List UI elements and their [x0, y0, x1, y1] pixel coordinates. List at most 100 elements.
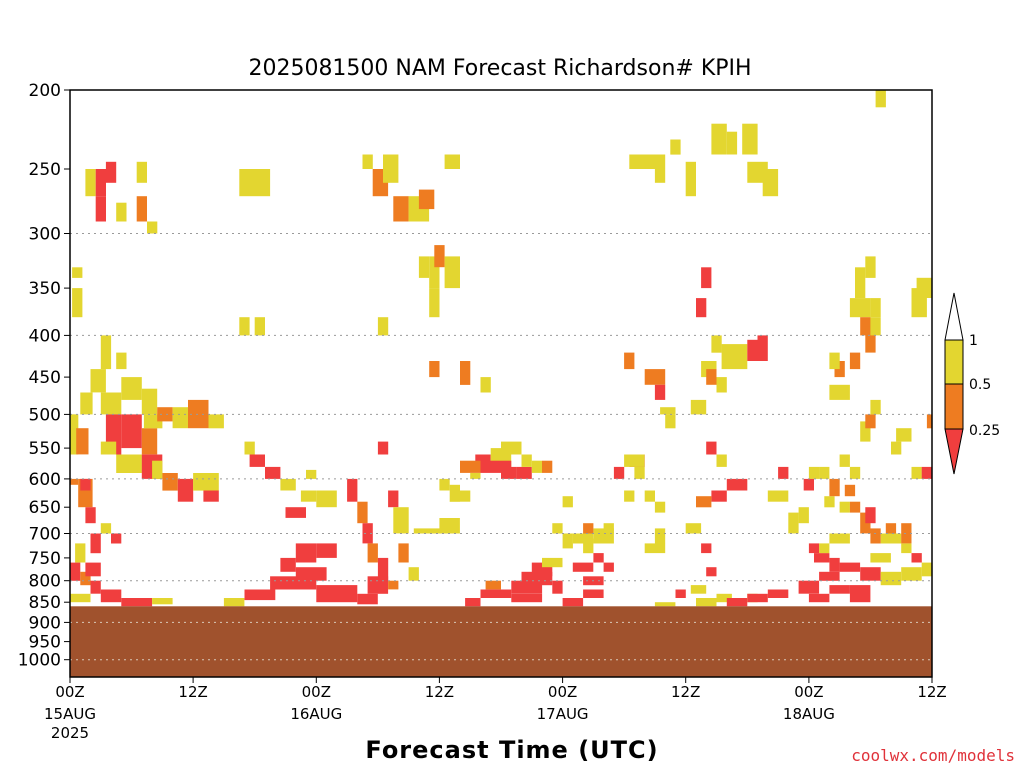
ri-cell: [819, 543, 830, 554]
ri-cell: [418, 256, 430, 278]
ri-cell: [562, 598, 584, 607]
ri-cell: [70, 593, 91, 603]
ri-cell: [357, 501, 368, 524]
ri-cell: [701, 543, 712, 554]
ri-cell: [95, 196, 106, 222]
ri-cell: [300, 490, 317, 502]
colorbar-legend: 1 0.5 0.25: [944, 292, 1000, 475]
ri-cell: [747, 339, 758, 361]
ri-cell: [316, 585, 358, 603]
ri-cell: [121, 377, 142, 400]
colorbar-bin-orange: [944, 383, 964, 430]
y-tick-label: 600: [29, 470, 61, 490]
ri-cell: [798, 580, 820, 594]
ri-cell: [152, 460, 163, 479]
ri-cell: [460, 460, 481, 473]
ri-cell: [362, 154, 373, 169]
ri-cell: [418, 189, 435, 210]
ri-cell: [829, 352, 840, 370]
ri-cell: [383, 154, 399, 183]
ri-cell: [295, 543, 317, 563]
ri-cell: [849, 352, 861, 370]
ri-cell: [480, 377, 491, 393]
ri-cell: [388, 580, 399, 590]
richardson-cells: [70, 90, 932, 607]
ri-cell: [316, 490, 337, 508]
ri-cell: [162, 473, 178, 491]
ri-cell: [603, 523, 614, 534]
ri-cell: [829, 585, 850, 594]
ri-cell: [444, 256, 460, 289]
ri-cell: [552, 523, 563, 534]
y-tick-label: 900: [29, 613, 61, 633]
ri-cell: [193, 473, 219, 491]
ri-cell: [249, 454, 265, 467]
ri-cell: [152, 598, 173, 605]
colorbar-top-arrow: [944, 292, 964, 341]
ri-cell: [377, 557, 389, 581]
x-tick-label: 00Z: [55, 683, 84, 701]
ri-cell: [90, 533, 101, 554]
ri-cell: [844, 484, 856, 497]
ri-cell: [75, 543, 86, 563]
ri-cell: [295, 567, 327, 581]
ri-cell: [439, 518, 460, 534]
ri-cell: [696, 298, 707, 318]
ri-cell: [849, 298, 871, 318]
ri-cell: [803, 478, 814, 491]
ri-cell: [767, 490, 789, 502]
ri-cell: [121, 414, 142, 449]
ri-cell: [654, 501, 666, 513]
ri-cell: [593, 553, 604, 563]
ri-cell: [849, 466, 861, 479]
ri-cell: [100, 392, 122, 415]
ri-cell: [665, 414, 676, 429]
ri-cell: [280, 557, 296, 572]
x-tick-label: 12Z: [671, 683, 700, 701]
chart-title: 2025081500 NAM Forecast Richardson# KPIH: [248, 56, 751, 81]
ri-cell: [824, 496, 835, 508]
ri-cell: [531, 460, 543, 473]
source-credit: coolwx.com/models: [851, 746, 1015, 765]
ri-cell: [141, 388, 158, 415]
ri-cell: [306, 469, 317, 479]
ri-cell: [429, 288, 440, 318]
ri-cell: [136, 196, 147, 222]
y-tick-label: 1000: [18, 651, 61, 671]
ri-cell: [860, 567, 881, 581]
ri-cell: [716, 377, 727, 393]
ri-cell: [239, 317, 250, 336]
ri-cell: [367, 576, 389, 594]
ri-cell: [778, 466, 789, 479]
ri-cell: [829, 533, 850, 544]
ri-cell: [393, 196, 409, 222]
ri-cell: [839, 562, 861, 572]
ri-cell: [721, 344, 748, 370]
y-tick-label: 400: [29, 326, 61, 346]
ri-cell: [521, 454, 532, 467]
ri-cell: [711, 123, 727, 155]
x-tick-label: 12Z: [425, 683, 454, 701]
ri-cell: [875, 90, 886, 108]
ri-cell: [808, 543, 820, 554]
ri-cell: [634, 466, 645, 479]
ri-cell: [685, 523, 702, 534]
ri-cell: [172, 407, 188, 429]
x-tick-year: 2025: [51, 724, 89, 742]
x-tick-label: 00Z: [548, 683, 577, 701]
ri-cell: [870, 298, 881, 318]
ri-cell: [644, 369, 666, 385]
colorbar-tick-0-5: 0.5: [969, 377, 991, 393]
ri-cell: [72, 288, 83, 318]
ri-cell: [177, 478, 194, 502]
ri-cell: [839, 454, 850, 467]
ri-cell: [95, 169, 106, 197]
ri-cell: [203, 490, 219, 502]
ri-cell: [726, 478, 748, 491]
ri-cell: [613, 466, 625, 479]
ri-cell: [100, 523, 112, 534]
ri-cell: [916, 277, 932, 298]
y-tick-label: 650: [29, 498, 61, 518]
ri-cell: [891, 441, 902, 455]
ri-cell: [654, 602, 676, 607]
